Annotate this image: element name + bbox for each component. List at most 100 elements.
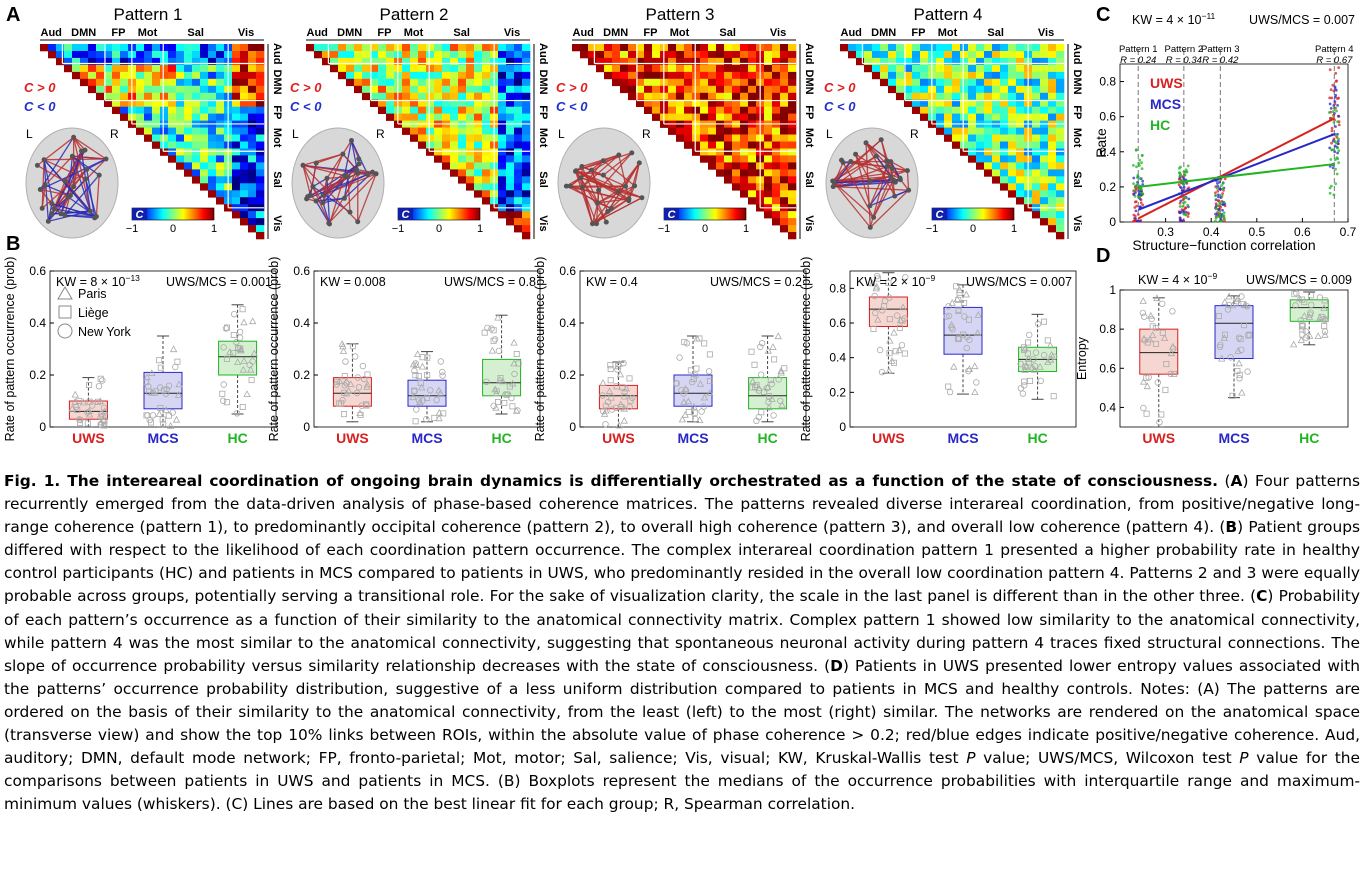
matrix-cell [514,218,523,226]
matrix-cell [466,134,475,142]
matrix-cell [992,92,1001,101]
matrix-cell [192,92,201,101]
matrix-cell [952,85,961,94]
group-label: UWS [72,430,105,446]
matrix-cell [668,113,677,121]
matrix-cell [184,51,193,59]
stats-uws-mcs: UWS/MCS = 0.001 [166,275,272,289]
matrix-cell [1056,51,1065,59]
matrix-cell [944,134,953,142]
matrix-cell [992,176,1001,184]
colorbar-tick: −1 [392,223,405,235]
matrix-cell [434,141,443,149]
matrix-cell [522,106,531,114]
legend-positive: C > 0 [290,80,322,95]
matrix-cell [184,44,193,52]
x-tick-label: 0.5 [1248,225,1265,239]
data-point [161,387,168,394]
matrix-cell [256,113,265,121]
matrix-cell [700,44,709,52]
data-point [157,364,164,371]
network-node [867,224,873,230]
matrix-cell [788,44,797,52]
matrix-cell [708,64,717,73]
matrix-cell [426,113,435,121]
matrix-cell [378,64,387,73]
matrix-cell [740,57,749,66]
matrix-cell [1000,183,1009,191]
matrix-cell [96,51,105,59]
matrix-cell [788,225,797,233]
y-tick-label: 0.6 [293,264,310,278]
matrix-cell [700,141,709,149]
matrix-cell [482,148,491,156]
matrix-cell [192,71,201,80]
data-point [696,380,705,387]
caption-b: ) Patient groups differed with respect t… [4,518,1360,606]
matrix-cell [748,106,757,114]
matrix-cell [522,155,531,163]
matrix-cell [120,57,129,66]
matrix-cell [984,106,993,114]
data-point [956,335,963,342]
matrix-cell [984,64,993,73]
matrix-cell [1008,134,1017,142]
matrix-cell [740,85,749,94]
caption-d-2: value; UWS/MCS, Wilcoxon test [975,749,1240,768]
matrix-cell [740,127,749,135]
data-point [96,397,104,405]
matrix-cell [522,141,531,149]
scatter-point [1178,171,1181,175]
matrix-cell [168,44,177,52]
network-edge [37,164,75,188]
matrix-cell [764,113,773,121]
matrix-cell [748,197,757,205]
matrix-cell [434,99,443,107]
matrix-cell [960,44,969,52]
matrix-cell [780,78,789,87]
matrix-cell [506,85,515,94]
data-point [1169,342,1177,350]
data-point [1021,378,1028,385]
matrix-cell [716,113,725,121]
network-label: DMN [603,27,628,39]
matrix-cell [628,71,637,80]
data-point [345,386,353,394]
matrix-cell [724,155,733,163]
matrix-cell [458,169,467,177]
matrix-cell [724,44,733,52]
matrix-cell [386,44,395,52]
matrix-cell [984,92,993,101]
data-point [1148,331,1157,338]
matrix-cell [772,197,781,205]
data-point [152,387,159,395]
scatter-point [1137,162,1141,165]
matrix-cell [498,190,507,198]
matrix-cell [780,148,789,156]
matrix-cell [960,64,969,73]
matrix-cell [628,44,637,52]
matrix-cell [200,134,209,142]
matrix-cell [788,92,797,101]
data-point [1139,377,1148,385]
matrix-cell [482,134,491,142]
matrix-cell [856,57,865,66]
data-point [1153,294,1161,302]
matrix-cell [144,113,153,121]
matrix-cell [120,71,129,80]
data-point [1158,411,1165,418]
colorbar-tick: −1 [926,223,939,235]
data-point [953,295,961,302]
data-point [948,299,956,306]
matrix-cell [466,148,475,156]
matrix-cell [716,92,725,101]
matrix-cell [458,92,467,101]
network-edge [854,154,871,206]
scatter-point [1184,206,1187,210]
matrix-cell [628,78,637,87]
matrix-cell [780,190,789,198]
matrix-cell [64,64,73,73]
matrix-cell [920,64,929,73]
scatter-point [1214,202,1218,206]
